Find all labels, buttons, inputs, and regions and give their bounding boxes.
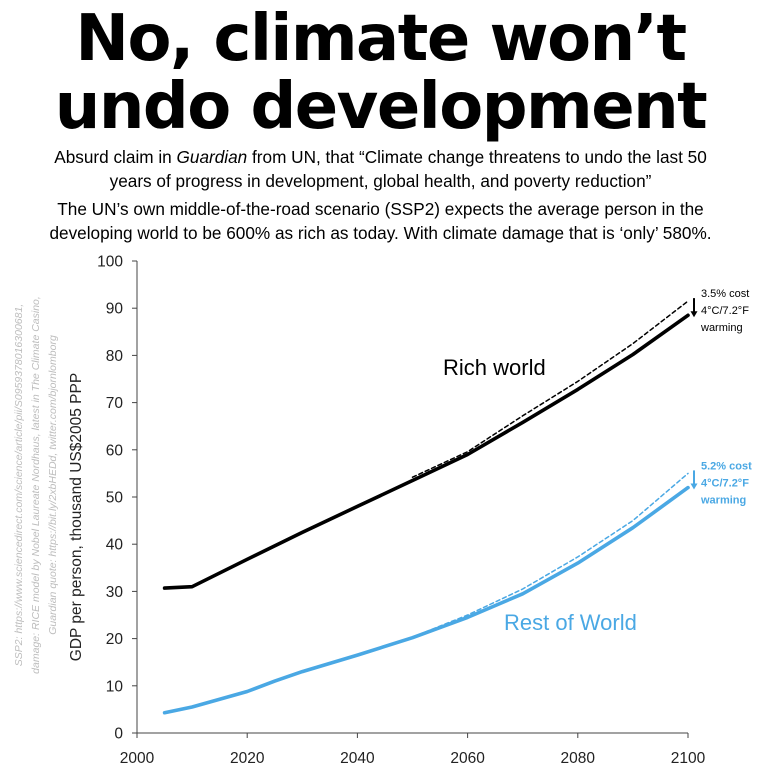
y-tick-label: 70 (106, 395, 124, 412)
y-axis-label: GDP per person, thousand US$2005 PPP (68, 373, 85, 661)
rest-cost-arrow-head (690, 483, 698, 490)
x-tick-label: 2020 (230, 750, 265, 767)
y-tick-label: 100 (97, 254, 123, 271)
rest-cost-note-line: 5.2% cost (701, 460, 752, 472)
subtitle-quote: Absurd claim in Guardian from UN, that “… (0, 145, 761, 193)
source-notes: SSP2: https://www.sciencedirect.com/scie… (13, 296, 59, 674)
description-line-1: The UN’s own middle-of-the-road scenario… (57, 199, 704, 219)
rich-cost-note-line: warming (700, 322, 743, 334)
y-tick-label: 50 (106, 490, 124, 507)
title-line-2: undo development (54, 70, 708, 144)
rich-cost-note-line: 4°C/7.2°F (701, 305, 749, 317)
title-line-1: No, climate won’t (75, 2, 687, 76)
subtitle-line-2: years of progress in development, global… (109, 171, 652, 191)
source-line-3: Guardian quote: https://bit.ly/2xbHEDd, … (47, 335, 59, 635)
rest-of-world-label: Rest of World (504, 610, 637, 635)
rest-of-world-with-damage-line (162, 485, 690, 715)
rest-cost-note-line: warming (700, 494, 746, 506)
y-tick-label: 40 (106, 537, 124, 554)
subtitle-suffix: from UN, that “Climate change threatens … (247, 147, 707, 167)
x-tick-label: 2060 (450, 750, 485, 767)
chart-series (162, 300, 690, 715)
rich-cost-arrow-head (690, 311, 698, 318)
y-tick-label: 20 (106, 631, 124, 648)
rich-world-label: Rich world (443, 355, 546, 380)
description: The UN’s own middle-of-the-road scenario… (0, 197, 761, 245)
y-tick-label: 30 (106, 584, 124, 601)
x-tick-label: 2080 (561, 750, 596, 767)
subtitle-prefix: Absurd claim in (54, 147, 177, 167)
x-tick-label: 2040 (340, 750, 375, 767)
source-line-2: damage: RICE model by Nobel Laureate Nor… (30, 296, 42, 674)
rest-of-world-no-damage-line (411, 472, 689, 638)
y-tick-label: 10 (106, 678, 124, 695)
x-tick-label: 2100 (671, 750, 706, 767)
y-tick-label: 60 (106, 442, 124, 459)
y-tick-label: 90 (106, 301, 124, 318)
rest-cost-note-line: 4°C/7.2°F (701, 477, 749, 489)
y-tick-label: 80 (106, 348, 124, 365)
chart-axes: 0 10 20 30 40 50 60 70 80 90 100 2000 2020 2040 2060 20… (97, 254, 705, 768)
x-tick-label: 2000 (120, 750, 155, 767)
description-line-2: developing world to be 600% as rich as t… (49, 223, 712, 243)
chart-labels: Rich world Rest of World 3.5% cost 4°C/7.2°… (443, 288, 752, 635)
rich-world-with-damage-line (162, 313, 690, 590)
rich-world-no-damage-line (411, 300, 689, 478)
subtitle-source: Guardian (176, 147, 248, 167)
source-line-1: SSP2: https://www.sciencedirect.com/scie… (13, 304, 25, 666)
y-tick-label: 0 (114, 726, 123, 743)
rich-cost-note-line: 3.5% cost (701, 288, 749, 300)
